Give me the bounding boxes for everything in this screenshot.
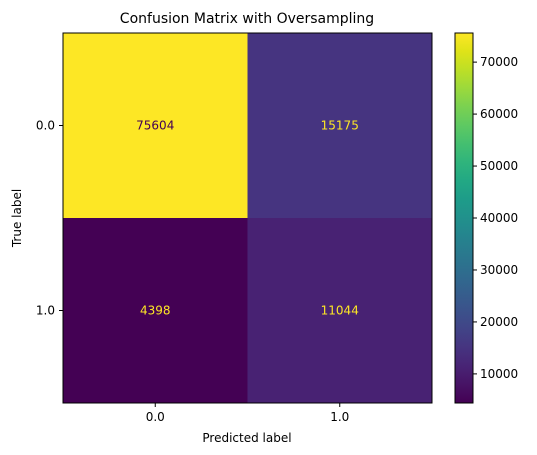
colorbar-tick-label: 60000: [480, 107, 518, 121]
colorbar: 10000 20000 30000 40000 50000 60000 70000: [454, 32, 518, 404]
colorbar-gradient: [455, 33, 473, 403]
matrix-cell-value: 15175: [321, 119, 359, 133]
x-tick-label: 1.0: [330, 410, 349, 424]
chart-title: Confusion Matrix with Oversampling: [120, 11, 374, 27]
y-tick-label: 1.0: [36, 304, 55, 318]
x-axis-label: Predicted label: [202, 431, 291, 445]
matrix-cell: [63, 33, 248, 219]
matrix-cell: [247, 33, 433, 219]
y-tick-label: 0.0: [36, 119, 55, 133]
plot-frame: [62, 32, 433, 404]
x-axis: 0.0 1.0: [146, 403, 349, 424]
matrix-cells: [63, 33, 433, 404]
colorbar-tick-label: 40000: [480, 211, 518, 225]
colorbar-tick-label: 50000: [480, 159, 518, 173]
x-tick-label: 0.0: [146, 410, 165, 424]
y-axis: 0.0 1.0: [36, 119, 63, 318]
matrix-cell-value: 11044: [321, 304, 359, 318]
matrix-cell: [247, 218, 433, 404]
colorbar-tick-label: 20000: [480, 315, 518, 329]
matrix-cell-value: 4398: [140, 304, 171, 318]
colorbar-tick-label: 30000: [480, 263, 518, 277]
matrix-cell-labels: 75604 15175 4398 11044: [136, 119, 359, 318]
colorbar-tick-label: 10000: [480, 367, 518, 381]
colorbar-tick-label: 70000: [480, 55, 518, 69]
matrix-cell-value: 75604: [136, 119, 174, 133]
matrix-cell: [63, 218, 248, 404]
y-axis-label: True label: [10, 189, 24, 248]
colorbar-ticks: 10000 20000 30000 40000 50000 60000 70000: [473, 55, 518, 381]
